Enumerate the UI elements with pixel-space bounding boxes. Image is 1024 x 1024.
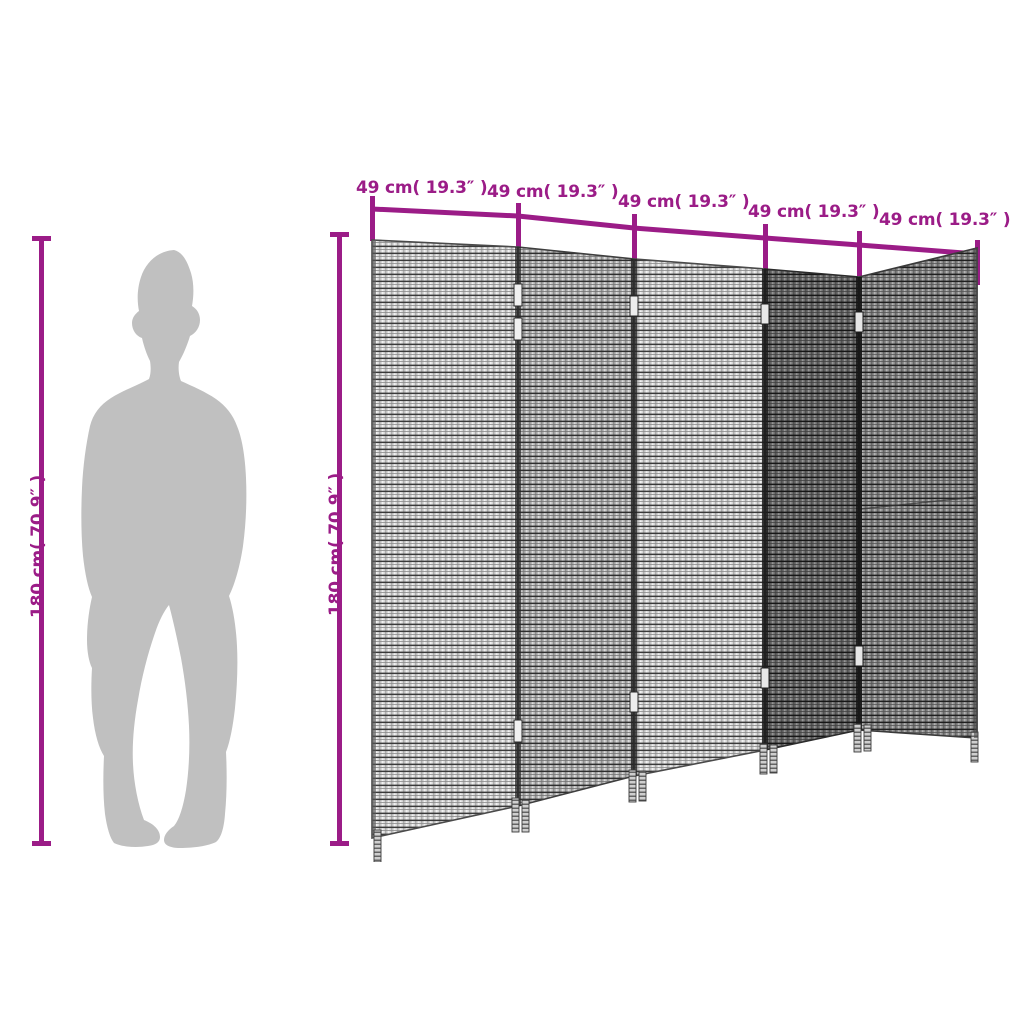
dimension-cap-bottom <box>32 841 51 846</box>
divider-panel-3 <box>633 258 766 777</box>
divider-height-label: 180 cm( 70.9″ ) <box>326 472 346 616</box>
divider-panel-4 <box>764 268 860 751</box>
dimension-shaft <box>39 236 44 846</box>
width-tick-2 <box>516 203 521 248</box>
hinge-2 <box>629 259 639 776</box>
divider-panel-1 <box>371 239 519 839</box>
panel-4-width-label: 49 cm( 19.3″ ) <box>748 202 880 222</box>
human-silhouette <box>78 248 278 848</box>
hinge-3 <box>760 269 770 750</box>
width-tick-1 <box>370 196 375 241</box>
hinge-4 <box>854 277 864 730</box>
dimension-shaft <box>337 232 342 846</box>
panel-3-width-label: 49 cm( 19.3″ ) <box>618 192 750 212</box>
width-tick-3 <box>632 214 637 259</box>
person-height-dimension <box>32 236 51 846</box>
divider-panel-2 <box>517 246 635 808</box>
width-tick-5 <box>857 231 862 276</box>
panel-1-width-label: 49 cm( 19.3″ ) <box>356 178 488 198</box>
person-height-label: 180 cm( 70.9″ ) <box>28 474 48 618</box>
divider-panel-5 <box>858 246 978 739</box>
dimension-cap-bottom <box>330 841 349 846</box>
hinge-1 <box>513 247 523 806</box>
panel-2-width-label: 49 cm( 19.3″ ) <box>487 182 619 202</box>
divider-height-dimension <box>330 232 349 846</box>
width-tick-4 <box>763 224 768 269</box>
room-divider-product <box>352 222 1012 862</box>
panel-5-width-label: 49 cm( 19.3″ ) <box>879 210 1011 230</box>
